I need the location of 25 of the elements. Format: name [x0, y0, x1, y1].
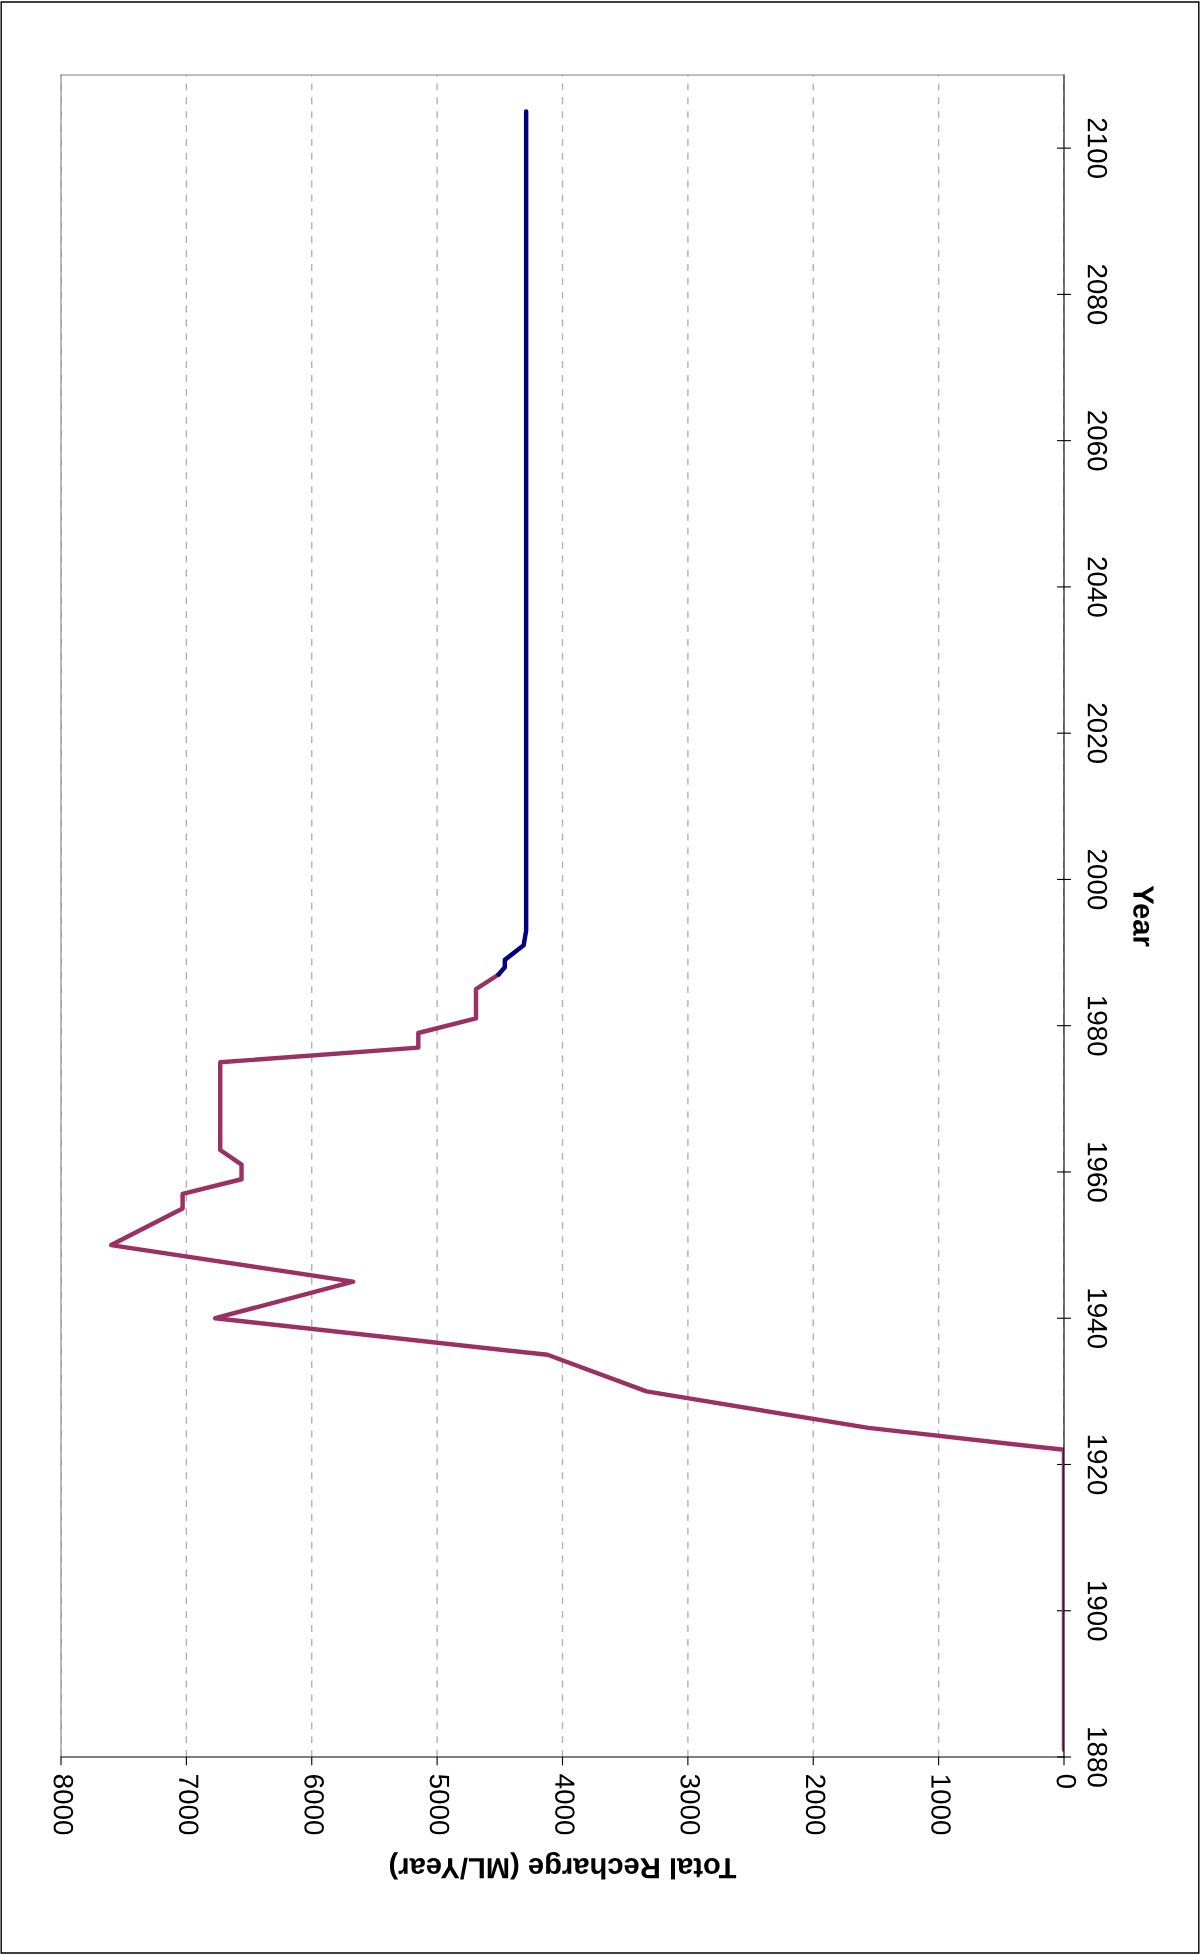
y-tick-label: 1940: [1087, 1289, 1108, 1349]
x-tick-label: 6000: [304, 1775, 324, 1835]
y-tick-label: 1900: [1087, 1581, 1108, 1641]
y-tick-label: 2020: [1087, 703, 1108, 763]
x-tick-label: 4000: [555, 1774, 575, 1835]
x-tick-label: 3000: [680, 1774, 701, 1835]
y-tick-label: 2060: [1087, 411, 1108, 471]
x-tick-label: 7000: [178, 1775, 199, 1835]
y-axis-title: Year: [1133, 885, 1154, 947]
x-tick-label: 2000: [805, 1775, 826, 1835]
y-tick-label: 1960: [1087, 1143, 1108, 1202]
x-tick-label: 8000: [53, 1774, 74, 1835]
x-axis-title: Total Recharge (ML/Year): [389, 1852, 737, 1880]
y-tick-label: 2080: [1087, 264, 1108, 325]
y-tick-label: 1880: [1087, 1728, 1108, 1787]
line-series: [496, 109, 529, 977]
x-tick-label: 0: [1056, 1774, 1077, 1789]
y-tick-label: 1920: [1087, 1435, 1108, 1495]
y-tick-label: 2000: [1087, 849, 1108, 910]
y-tick-label: 2040: [1087, 557, 1108, 617]
y-tick-label: 2100: [1087, 118, 1108, 178]
y-tick-label: 1980: [1087, 996, 1108, 1056]
x-tick-label: 1000: [931, 1775, 951, 1835]
x-tick-label: 5000: [429, 1774, 450, 1835]
line-series: [108, 972, 1064, 1752]
